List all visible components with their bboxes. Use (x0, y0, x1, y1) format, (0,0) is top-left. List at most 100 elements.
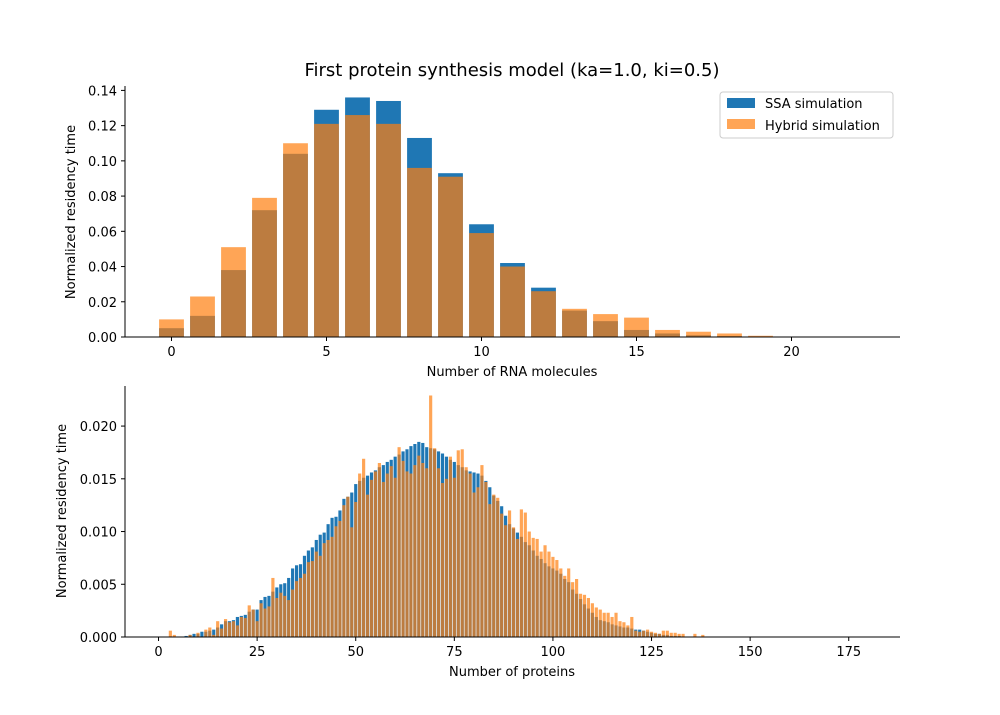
protein-bar-ssa (212, 629, 216, 637)
protein-bar-hybrid (302, 573, 307, 637)
rna-x-tick-label: 5 (322, 345, 330, 360)
protein-bar-hybrid (701, 634, 705, 637)
rna-bar-hybrid (376, 123, 401, 338)
protein-bar-hybrid (294, 581, 299, 637)
protein-bar-hybrid (531, 537, 535, 637)
rna-bar-hybrid (748, 335, 773, 337)
protein-bar-hybrid (551, 556, 555, 637)
protein-bar-ssa (192, 633, 196, 637)
protein-bar-hybrid (677, 633, 681, 637)
protein-x-tick-label: 75 (446, 645, 463, 660)
protein-bar-hybrid (259, 603, 263, 637)
protein-bar-hybrid (255, 621, 259, 637)
legend-swatch-hybrid (727, 119, 755, 129)
rna-bar-hybrid (345, 115, 370, 337)
protein-bar-hybrid (425, 468, 429, 637)
protein-bar-hybrid (417, 455, 421, 637)
protein-bar-hybrid (488, 504, 492, 637)
protein-histogram: 0 25 50 75 100 125 150 175 0.000 0.005 0.010 0.015 0… (55, 386, 900, 680)
protein-bar-hybrid (310, 561, 314, 637)
rna-histogram: 0 5 10 15 20 0.00 0.02 0.04 0.06 0.08 0.10 0.12 0.14… (64, 84, 900, 380)
protein-bar-hybrid (661, 630, 665, 637)
protein-bar-ssa (184, 635, 188, 637)
rna-bar-hybrid (593, 314, 618, 337)
protein-bar-hybrid (287, 600, 291, 637)
protein-bar-hybrid (669, 632, 673, 637)
protein-bar-hybrid (515, 538, 520, 637)
rna-bar-hybrid (221, 247, 246, 337)
protein-bar-hybrid (472, 492, 476, 637)
protein-bar-hybrid (188, 634, 192, 637)
protein-bar-hybrid (523, 512, 527, 637)
protein-bar-hybrid (468, 473, 472, 637)
protein-bar-hybrid (223, 619, 228, 637)
rna-x-tick-label: 20 (783, 345, 800, 360)
protein-bar-hybrid (235, 625, 239, 637)
protein-bar-hybrid (535, 538, 539, 637)
protein-bar-hybrid (168, 630, 172, 637)
protein-bar-hybrid (444, 478, 449, 637)
protein-bar-hybrid (448, 456, 452, 637)
protein-bar-hybrid (594, 607, 598, 637)
protein-bar-hybrid (500, 513, 504, 637)
protein-bar-hybrid (618, 621, 622, 637)
rna-axes: 0 5 10 15 20 0.00 0.02 0.04 0.06 0.08 0.10 0.12 0.14 (88, 84, 900, 360)
protein-bar-hybrid (606, 612, 610, 637)
protein-bar-hybrid (681, 633, 685, 637)
protein-bar-hybrid (350, 527, 354, 637)
protein-bar-hybrid (452, 477, 456, 637)
protein-bar-hybrid (212, 634, 216, 637)
protein-bar-hybrid (507, 510, 512, 637)
protein-y-tick-label: 0.020 (80, 420, 117, 435)
protein-x-tick-label: 0 (154, 645, 162, 660)
protein-bar-hybrid (397, 447, 401, 637)
protein-bar-hybrid (626, 625, 630, 637)
protein-bar-hybrid (602, 612, 606, 637)
rna-bar-hybrid (469, 233, 494, 337)
protein-bar-hybrid (291, 589, 295, 637)
protein-bar-hybrid (346, 496, 350, 637)
protein-bar-hybrid (567, 568, 571, 637)
protein-bar-hybrid (440, 483, 445, 637)
protein-bar-hybrid (571, 582, 575, 637)
rna-bar-hybrid (500, 266, 525, 337)
protein-bar-hybrid (271, 577, 275, 637)
protein-x-tick-label: 175 (836, 645, 861, 660)
rna-x-tick-label: 0 (167, 345, 175, 360)
protein-bar-hybrid (385, 473, 389, 637)
rna-bar-hybrid (283, 143, 308, 337)
protein-bar-hybrid (318, 555, 322, 637)
protein-bar-hybrid (476, 487, 480, 637)
rna-bar-hybrid (314, 123, 339, 338)
protein-bar-hybrid (247, 605, 251, 637)
legend: SSA simulation Hybrid simulation (719, 91, 894, 139)
protein-x-tick-label: 25 (249, 645, 266, 660)
protein-bar-hybrid (251, 609, 255, 637)
protein-x-tick-label: 100 (541, 645, 566, 660)
rna-bar-hybrid (252, 197, 277, 337)
protein-bar-hybrid (322, 543, 326, 637)
protein-bar-hybrid (401, 460, 405, 637)
rna-y-axis-label: Normalized residency time (64, 125, 79, 299)
protein-bar-hybrid (511, 527, 516, 637)
protein-y-tick-label: 0.015 (80, 473, 117, 488)
rna-bar-hybrid (562, 308, 587, 337)
rna-y-tick-label: 0.08 (88, 190, 117, 205)
protein-x-axis-label: Number of proteins (449, 665, 575, 680)
protein-bar-hybrid (373, 471, 378, 637)
protein-bar-hybrid (421, 462, 425, 637)
legend-swatch-ssa (727, 98, 755, 108)
legend-frame (719, 91, 894, 139)
protein-bar-hybrid (634, 630, 638, 637)
protein-bar-hybrid (582, 594, 587, 637)
protein-bar-hybrid (673, 632, 677, 637)
protein-bar-hybrid (279, 592, 283, 637)
rna-y-tick-label: 0.12 (88, 120, 117, 135)
rna-y-tick-label: 0.10 (88, 155, 117, 170)
protein-bar-hybrid (172, 634, 176, 637)
protein-y-tick-label: 0.010 (80, 526, 117, 541)
protein-bar-hybrid (653, 632, 658, 637)
protein-bar-hybrid (263, 608, 267, 637)
protein-bar-hybrid (369, 479, 374, 637)
protein-bar-hybrid (330, 536, 334, 637)
